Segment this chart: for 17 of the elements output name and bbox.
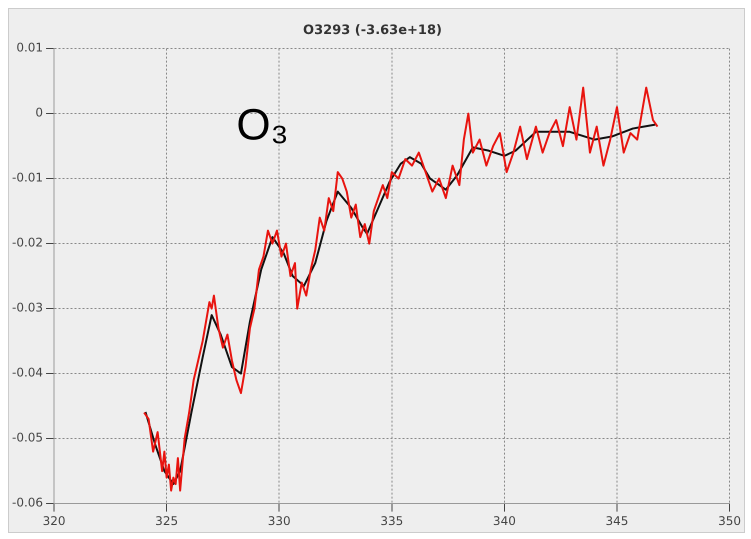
x-tick-label: 345 bbox=[606, 514, 628, 528]
y-tick-label: -0.05 bbox=[12, 430, 44, 445]
x-tick-label: 320 bbox=[42, 514, 66, 528]
x-tick-label: 350 bbox=[718, 514, 741, 528]
chart-title: O3293 (-3.63e+18) bbox=[303, 23, 442, 38]
x-tick-label: 330 bbox=[268, 514, 291, 528]
y-tick-label: -0.01 bbox=[12, 170, 44, 185]
annotation: O₃ bbox=[236, 100, 289, 150]
x-tick-label: 325 bbox=[155, 514, 178, 528]
x-tick-label: 335 bbox=[380, 514, 404, 528]
y-tick-label: -0.04 bbox=[12, 366, 44, 380]
y-tick-label: -0.06 bbox=[12, 496, 44, 510]
y-tick-label: 0.01 bbox=[16, 40, 44, 55]
y-tick-label: -0.03 bbox=[12, 300, 44, 315]
y-tick-label: 0 bbox=[35, 106, 44, 120]
y-tick-label: -0.02 bbox=[12, 236, 44, 250]
x-tick-label: 340 bbox=[492, 514, 516, 528]
